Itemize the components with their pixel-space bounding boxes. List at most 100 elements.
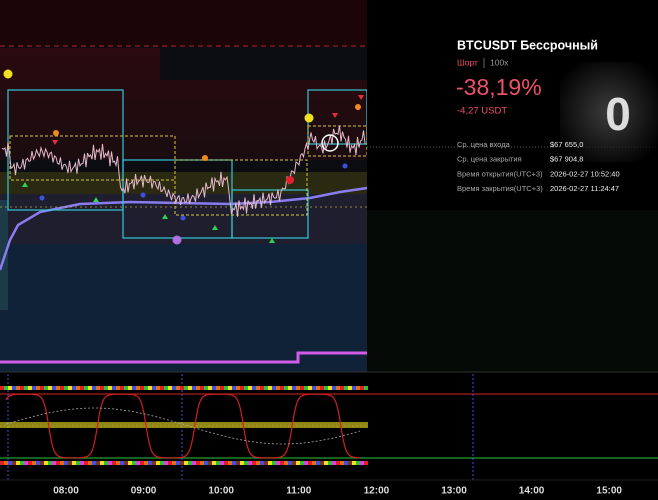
strip: [156, 461, 160, 465]
strip: [236, 422, 240, 428]
strip: [112, 386, 116, 390]
strip: [4, 422, 8, 428]
strip: [348, 461, 352, 465]
strip: [84, 461, 88, 465]
strip: [208, 461, 212, 465]
strip: [328, 386, 332, 390]
strip: [124, 461, 128, 465]
strip: [328, 422, 332, 428]
strip: [316, 461, 320, 465]
strip: [72, 422, 76, 428]
strip: [32, 386, 36, 390]
strip: [36, 386, 40, 390]
strip: [40, 386, 44, 390]
strip: [312, 461, 316, 465]
strip: [120, 386, 124, 390]
row-label: Время открытия(UTC+3): [457, 169, 543, 178]
strip: [156, 386, 160, 390]
strip: [24, 422, 28, 428]
strip: [20, 461, 24, 465]
strip: [0, 461, 4, 465]
strip: [160, 461, 164, 465]
strip: [360, 422, 364, 428]
strip: [336, 461, 340, 465]
strip: [360, 386, 364, 390]
strip: [196, 386, 200, 390]
strip: [196, 461, 200, 465]
strip: [28, 422, 32, 428]
strip: [124, 386, 128, 390]
time-label: 14:00: [519, 486, 545, 497]
strip: [140, 461, 144, 465]
strip: [40, 422, 44, 428]
strip: [204, 422, 208, 428]
strip: [24, 386, 28, 390]
strip: [356, 461, 360, 465]
strip: [268, 461, 272, 465]
strip: [100, 422, 104, 428]
strip: [308, 461, 312, 465]
strip: [308, 386, 312, 390]
strip: [280, 422, 284, 428]
strip: [4, 461, 8, 465]
strip: [180, 386, 184, 390]
indicator-pane: [0, 371, 658, 481]
strip: [32, 461, 36, 465]
strip: [352, 422, 356, 428]
strip: [304, 461, 308, 465]
strip: [188, 422, 192, 428]
strip: [148, 422, 152, 428]
strip: [284, 461, 288, 465]
row-label: Ср. цена закрытия: [457, 155, 522, 164]
strip: [96, 461, 100, 465]
strip: [80, 461, 84, 465]
strip: [120, 422, 124, 428]
strip: [44, 386, 48, 390]
row-value: $67 904,8: [550, 155, 583, 164]
strip: [140, 386, 144, 390]
time-label: 11:00: [286, 486, 311, 497]
strip: [12, 386, 16, 390]
strip: [132, 422, 136, 428]
strip: [288, 386, 292, 390]
strip: [88, 461, 92, 465]
strip: [112, 461, 116, 465]
strip: [56, 422, 60, 428]
strip: [76, 422, 80, 428]
strip: [312, 386, 316, 390]
strip: [340, 386, 344, 390]
strip: [176, 422, 180, 428]
strip: [4, 386, 8, 390]
strip: [84, 386, 88, 390]
strip: [144, 461, 148, 465]
strip: [128, 422, 132, 428]
strip: [204, 461, 208, 465]
strip: [356, 422, 360, 428]
strip: [92, 386, 96, 390]
strip: [332, 386, 336, 390]
strip: [300, 422, 304, 428]
strip: [320, 422, 324, 428]
strip: [244, 461, 248, 465]
strip: [252, 386, 256, 390]
strip: [276, 386, 280, 390]
strip: [308, 422, 312, 428]
strip: [160, 386, 164, 390]
strip: [76, 461, 80, 465]
strip: [20, 422, 24, 428]
strip: [52, 422, 56, 428]
time-label: 12:00: [364, 486, 390, 497]
strip: [284, 386, 288, 390]
strip: [340, 461, 344, 465]
strip: [264, 461, 268, 465]
strip: [288, 422, 292, 428]
strip: [16, 461, 20, 465]
strip: [244, 386, 248, 390]
strip: [332, 422, 336, 428]
row-label: Ср. цена входа: [457, 140, 511, 149]
strip: [92, 422, 96, 428]
strip: [88, 422, 92, 428]
strip: [304, 386, 308, 390]
strip: [252, 461, 256, 465]
row-value: 2026-02-27 10:52:40: [550, 169, 620, 178]
